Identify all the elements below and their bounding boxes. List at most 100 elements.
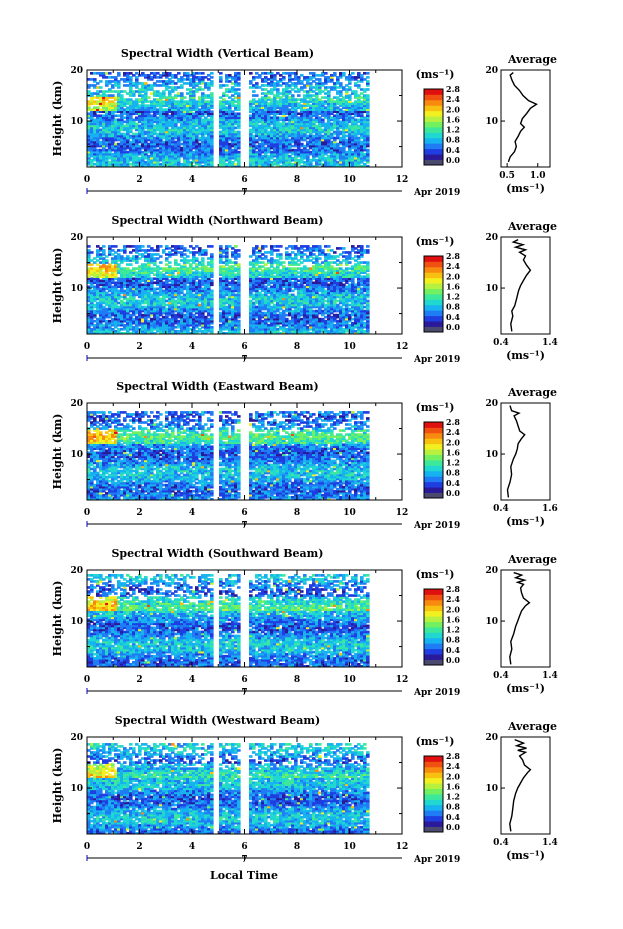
heatmap-cell	[138, 309, 142, 313]
heatmap-cell	[237, 112, 241, 116]
colorbar-tick-label: 1.6	[446, 114, 460, 124]
heatmap-cell	[180, 80, 184, 83]
heatmap-cell	[135, 72, 139, 75]
heatmap-cell	[249, 301, 253, 305]
heatmap-cell	[219, 305, 223, 309]
heatmap-cell	[144, 154, 148, 158]
heatmap-cell	[210, 158, 214, 162]
heatmap-cell	[93, 146, 97, 150]
heatmap-cell	[87, 120, 91, 124]
heatmap-cell	[132, 84, 136, 87]
heatmap-cell	[327, 120, 331, 124]
heatmap-cell	[300, 110, 304, 114]
heatmap-cell	[258, 126, 262, 130]
heatmap-cell	[258, 303, 262, 307]
heatmap-cell	[303, 86, 307, 89]
heatmap-cell	[348, 146, 352, 150]
heatmap-cell	[351, 128, 355, 132]
heatmap-cell	[144, 299, 148, 303]
heatmap-cell	[117, 128, 121, 132]
heatmap-cell	[159, 76, 163, 79]
heatmap-cell	[234, 140, 238, 144]
heatmap-cell	[183, 122, 187, 126]
heatmap-cell	[270, 90, 274, 93]
heatmap-cell	[204, 124, 208, 128]
heatmap-cell	[102, 90, 106, 93]
heatmap-cell	[363, 134, 367, 138]
heatmap-cell	[273, 331, 277, 334]
heatmap-cell	[186, 319, 190, 323]
heatmap-cell	[333, 140, 337, 144]
heatmap-cell	[147, 122, 151, 126]
heatmap-cell	[327, 301, 331, 305]
heatmap-cell	[114, 307, 118, 311]
heatmap-cell	[111, 96, 115, 99]
heatmap-cell	[129, 309, 133, 313]
heatmap-cell	[345, 96, 349, 99]
heatmap-cell	[348, 118, 352, 122]
heatmap-cell	[189, 82, 193, 85]
heatmap-cell	[174, 126, 178, 130]
heatmap-cell	[141, 72, 145, 75]
heatmap-cell	[288, 305, 292, 309]
heatmap-cell	[129, 323, 133, 327]
heatmap-cell	[336, 313, 340, 317]
heatmap-cell	[336, 116, 340, 120]
heatmap-cell	[87, 130, 91, 134]
heatmap-cell	[210, 100, 214, 103]
heatmap-cell	[207, 84, 211, 87]
heatmap-cell	[321, 323, 325, 327]
heatmap-cell	[177, 148, 181, 152]
heatmap-cell	[102, 146, 106, 150]
heatmap-cell	[249, 120, 253, 124]
heatmap-cell	[165, 327, 169, 331]
heatmap-cell	[90, 158, 94, 162]
heatmap-cell	[315, 319, 319, 323]
heatmap-cell	[363, 325, 367, 329]
heatmap-cell	[345, 84, 349, 87]
heatmap-cell	[159, 152, 163, 156]
heatmap-cell	[111, 313, 115, 317]
heatmap-cell	[99, 110, 103, 114]
heatmap-cell	[99, 132, 103, 136]
heatmap-cell	[132, 313, 136, 317]
heatmap-cell	[273, 311, 277, 315]
heatmap-cell	[195, 150, 199, 154]
heatmap-cell	[186, 313, 190, 317]
heatmap-cell	[201, 323, 205, 327]
heatmap-cell	[270, 106, 274, 109]
heatmap-cell	[291, 321, 295, 325]
heatmap-cell	[132, 156, 136, 160]
heatmap-cell	[285, 94, 289, 97]
heatmap-cell	[309, 126, 313, 130]
heatmap-cell	[288, 112, 292, 116]
heatmap-cell	[174, 142, 178, 146]
heatmap-cell	[111, 108, 115, 112]
heatmap-cell	[336, 110, 340, 114]
heatmap-cell	[357, 112, 361, 116]
heatmap-cell	[294, 82, 298, 85]
heatmap-cell	[90, 301, 94, 305]
heatmap-cell	[162, 134, 166, 138]
heatmap-cell	[108, 162, 112, 166]
heatmap-cell	[348, 297, 352, 301]
heatmap-cell	[135, 307, 139, 311]
heatmap-cell	[171, 114, 175, 118]
heatmap-cell	[279, 122, 283, 126]
heatmap-cell	[261, 325, 265, 329]
heatmap-cell	[219, 311, 223, 315]
heatmap-cell	[210, 164, 214, 167]
heatmap-cell	[363, 132, 367, 136]
heatmap-cell	[198, 128, 202, 132]
heatmap-cell	[231, 307, 235, 311]
heatmap-cell	[333, 88, 337, 91]
heatmap-cell	[321, 148, 325, 152]
heatmap-cell	[309, 72, 313, 75]
heatmap-cell	[150, 158, 154, 162]
heatmap-cell	[147, 126, 151, 130]
heatmap-cell	[252, 321, 256, 325]
heatmap-cell	[318, 132, 322, 136]
heatmap-cell	[165, 329, 169, 333]
heatmap-cell	[273, 329, 277, 333]
heatmap-cell	[315, 160, 319, 164]
